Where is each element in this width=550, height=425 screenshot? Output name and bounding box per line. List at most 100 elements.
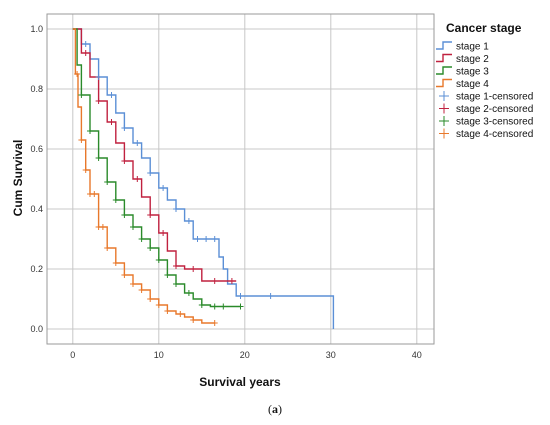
- legend-line-swatch: [436, 41, 452, 50]
- censor-marker: [173, 281, 179, 287]
- censor-marker: [203, 236, 210, 242]
- x-tick-label: 20: [240, 350, 250, 360]
- censor-marker: [147, 296, 154, 302]
- censor-marker: [177, 311, 184, 317]
- censor-marker: [74, 71, 81, 77]
- censor-marker: [82, 50, 89, 56]
- y-tick-label: 0.4: [30, 204, 43, 214]
- legend-line-swatch: [436, 53, 452, 63]
- series-line-4: [72, 28, 215, 324]
- legend-label: stage 3-censored: [456, 117, 533, 128]
- x-axis-title: Survival years: [199, 375, 281, 389]
- censor-marker: [190, 266, 197, 272]
- series-line-3: [72, 28, 241, 308]
- censor-marker: [164, 272, 171, 278]
- legend-entry: stage 2-censored: [439, 103, 533, 115]
- legend-entry: stage 4: [436, 78, 489, 90]
- survival-chart: 0 10 20 30 40 0.0 0.2 0.4 0.6 0.8 1.0 Survival yea…: [11, 13, 533, 389]
- censor-marker: [91, 191, 98, 197]
- x-tick-label: 0: [70, 350, 75, 360]
- series-line-1: [72, 28, 335, 329]
- legend-label: stage 2: [456, 54, 489, 65]
- censor-marker: [267, 293, 274, 299]
- censor-marker: [95, 155, 102, 161]
- censor-marker: [173, 263, 179, 269]
- censor-marker: [220, 303, 227, 310]
- figure-caption: (a): [0, 402, 550, 417]
- censor-marker: [130, 224, 136, 230]
- censor-marker: [121, 212, 128, 218]
- legend-label: stage 2-censored: [456, 104, 533, 115]
- legend-line-swatch: [436, 78, 452, 88]
- legend-line-swatch: [436, 66, 452, 75]
- censor-marker: [138, 287, 145, 293]
- legend-label: stage 1: [456, 42, 489, 53]
- censor-marker: [185, 218, 192, 224]
- censor-marker: [104, 245, 111, 251]
- censor-marker: [211, 236, 218, 242]
- censor-marker: [108, 119, 115, 125]
- series-lines: [72, 28, 335, 329]
- legend-entry: stage 2: [436, 53, 489, 65]
- censor-marker: [237, 293, 244, 299]
- censor-marker: [108, 92, 115, 98]
- legend-entry: stage 4-censored: [439, 128, 533, 140]
- x-tick-label: 30: [326, 350, 336, 360]
- censor-marker: [211, 278, 218, 284]
- legend-title: Cancer stage: [446, 21, 522, 35]
- censor-marker: [134, 140, 141, 146]
- censor-marker: [121, 272, 128, 278]
- censor-marker: [121, 158, 128, 164]
- censor-marker: [164, 308, 171, 314]
- censor-marker: [95, 98, 102, 104]
- legend-label: stage 1-censored: [456, 92, 533, 103]
- censor-marker: [112, 197, 119, 203]
- censor-marker: [78, 137, 85, 143]
- plot-area-frame: [46, 13, 435, 345]
- series-line-2: [72, 28, 237, 282]
- x-tick-label: 10: [154, 350, 164, 360]
- censor-marker: [160, 230, 167, 236]
- censor-marker: [147, 245, 154, 251]
- legend-label: stage 4-censored: [456, 129, 533, 140]
- censor-marker: [130, 281, 136, 287]
- censor-marker: [211, 320, 218, 326]
- censor-marker: [82, 167, 89, 173]
- axis-ticks: 0 10 20 30 40 0.0 0.2 0.4 0.6 0.8 1.0: [30, 24, 421, 360]
- legend-label: stage 4: [456, 79, 489, 90]
- censor-marker: [87, 128, 93, 134]
- y-tick-label: 0.2: [30, 264, 43, 274]
- censor-marker: [173, 206, 179, 212]
- y-tick-label: 0.6: [30, 144, 43, 154]
- censor-marker: [198, 302, 205, 308]
- censored-markers: [74, 41, 274, 326]
- y-axis-title: Cum Survival: [11, 140, 25, 217]
- censor-marker: [147, 170, 154, 176]
- censor-marker: [78, 92, 85, 98]
- censor-marker: [190, 317, 197, 323]
- y-tick-label: 1.0: [30, 24, 43, 34]
- censor-marker: [194, 236, 201, 242]
- censor-marker: [82, 41, 89, 47]
- legend-label: stage 3: [456, 67, 489, 78]
- censor-marker: [155, 302, 162, 308]
- x-tick-label: 40: [412, 350, 422, 360]
- legend-entry: stage 1: [436, 41, 489, 53]
- censor-marker: [211, 303, 218, 310]
- censor-marker: [112, 260, 119, 266]
- legend-entry: stage 3: [436, 66, 489, 78]
- censor-marker: [134, 176, 141, 182]
- censor-marker: [185, 290, 192, 296]
- caption-open: (: [268, 402, 272, 416]
- y-tick-label: 0.8: [30, 84, 43, 94]
- censor-marker: [160, 185, 167, 191]
- censor-marker: [147, 212, 154, 218]
- censor-marker: [99, 224, 106, 230]
- legend-entry: stage 1-censored: [439, 91, 533, 103]
- censor-marker: [104, 179, 111, 185]
- legend-entry: stage 3-censored: [439, 116, 533, 128]
- caption-close: ): [278, 402, 282, 416]
- gridlines: [47, 14, 434, 344]
- censor-marker: [228, 278, 235, 284]
